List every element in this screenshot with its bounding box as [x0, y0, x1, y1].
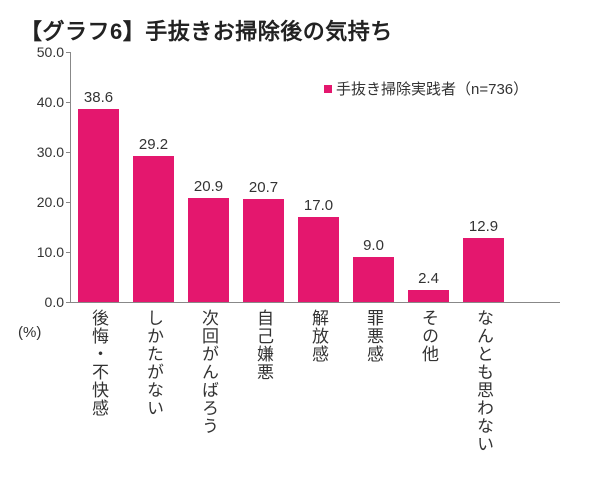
y-tick-label: 20.0	[20, 194, 70, 210]
y-tick-label: 30.0	[20, 144, 70, 160]
x-category-label: 後悔・不快感	[86, 309, 111, 417]
bar-value-label: 17.0	[304, 197, 333, 214]
x-category-label: しかたがない	[141, 309, 166, 417]
x-category-label: 自己嫌悪	[251, 309, 276, 381]
bar-value-label: 38.6	[84, 89, 113, 106]
bar: 17.0	[298, 217, 339, 302]
bar: 2.4	[408, 290, 449, 302]
chart-area: 38.629.220.920.717.09.02.412.9 0.010.020…	[70, 52, 560, 463]
x-category-label: なんとも思わない	[471, 309, 496, 453]
y-tick-label: 10.0	[20, 244, 70, 260]
x-category-label: 罪悪感	[361, 309, 386, 363]
bar-value-label: 12.9	[469, 218, 498, 235]
y-tick-label: 0.0	[20, 294, 70, 310]
bar-value-label: 20.7	[249, 179, 278, 196]
legend-label: 手抜き掃除実践者（n=736）	[336, 81, 528, 98]
bar-value-label: 9.0	[363, 237, 384, 254]
legend-swatch	[324, 85, 332, 93]
x-category-label: その他	[416, 309, 441, 363]
bar: 38.6	[78, 109, 119, 302]
x-category-label: 解放感	[306, 309, 331, 363]
bar: 12.9	[463, 238, 504, 303]
y-tick-label: 40.0	[20, 94, 70, 110]
bar: 29.2	[133, 156, 174, 302]
y-axis-unit: (%)	[18, 324, 41, 341]
bar-value-label: 2.4	[418, 270, 439, 287]
y-tick-label: 50.0	[20, 44, 70, 60]
bar-value-label: 29.2	[139, 136, 168, 153]
legend: 手抜き掃除実践者（n=736）	[324, 78, 528, 99]
bar: 9.0	[353, 257, 394, 302]
bar: 20.7	[243, 199, 284, 303]
bar-value-label: 20.9	[194, 178, 223, 195]
x-category-label: 次回がんばろう	[196, 309, 221, 435]
bar: 20.9	[188, 198, 229, 303]
x-axis-labels: 後悔・不快感 しかたがない 次回がんばろう 自己嫌悪 解放感 罪悪感 その他 なんとも思わない	[70, 303, 560, 463]
chart-title: 【グラフ6】手抜きお掃除後の気持ち	[0, 0, 591, 52]
